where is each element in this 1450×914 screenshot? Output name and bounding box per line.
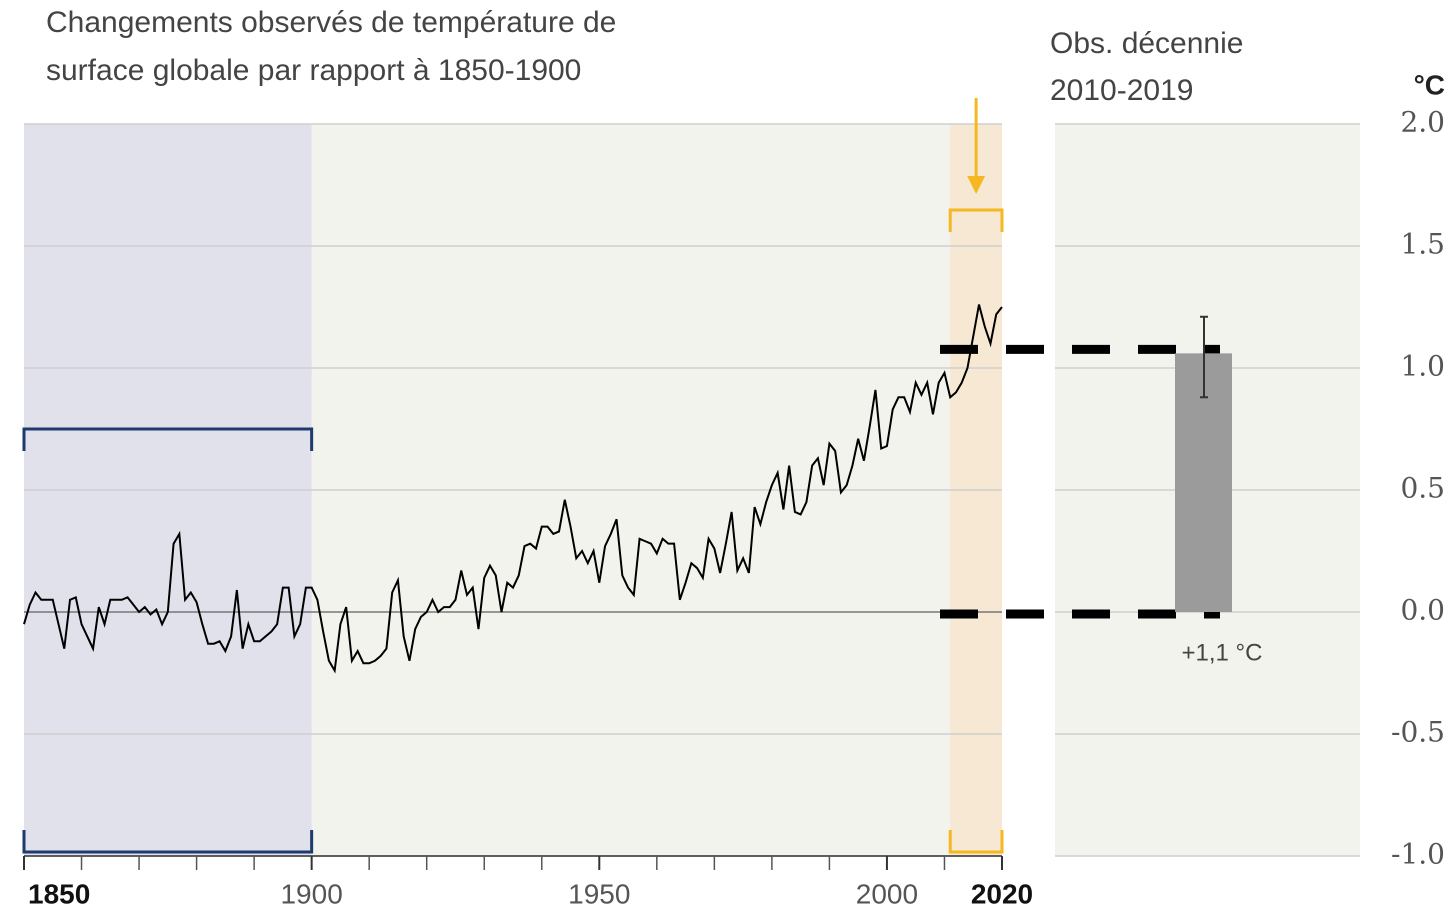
arrow-head	[967, 176, 986, 194]
y-tick-label: 1.5	[1400, 228, 1445, 261]
x-tick-label: 1850	[28, 878, 90, 909]
highlight-bracket	[948, 208, 1004, 232]
y-tick-label: -1.0	[1391, 838, 1445, 871]
x-tick-label: 1950	[568, 878, 630, 909]
y-tick-label: 0.5	[1400, 472, 1445, 505]
reference-bracket	[22, 830, 314, 854]
y-tick-label: 0.0	[1400, 594, 1445, 627]
y-tick-label: -0.5	[1391, 716, 1445, 749]
chart-title: Changements observés de température de	[46, 6, 616, 39]
bar-value-label: +1,1 °C	[1182, 639, 1263, 666]
x-tick-label: 2020	[971, 878, 1033, 909]
y-unit: °C	[1414, 69, 1445, 100]
reference-bracket	[22, 427, 314, 451]
chart-title: surface globale par rapport à 1850-1900	[46, 54, 581, 87]
x-tick-label: 2000	[856, 878, 918, 909]
highlight-bracket	[948, 830, 1004, 854]
panel-title: Obs. décennie	[1050, 27, 1243, 60]
y-tick-label: 1.0	[1400, 350, 1445, 383]
temperature-line	[23, 304, 1003, 674]
x-tick-label: 1900	[280, 878, 342, 909]
panel-title: 2010-2019	[1050, 74, 1193, 107]
y-tick-label: 2.0	[1400, 106, 1445, 139]
